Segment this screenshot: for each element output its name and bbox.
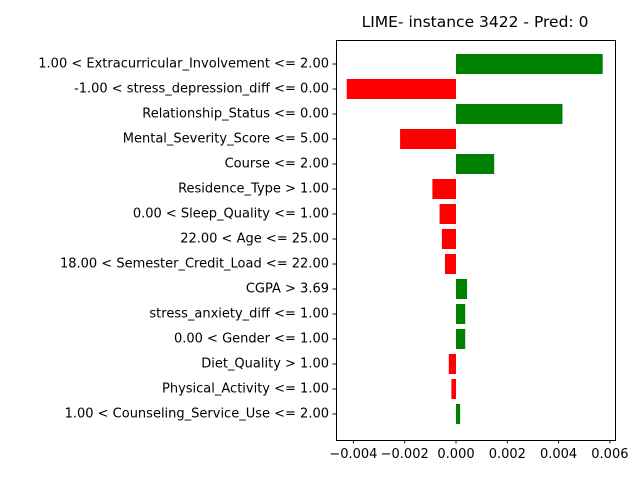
bar-9 [456,279,468,299]
bar-11 [456,329,466,349]
bar-0 [456,54,603,74]
y-tick-label-3: Mental_Severity_Score <= 5.00 [123,132,329,147]
y-tick-label-6: 0.00 < Sleep_Quality <= 1.00 [133,207,329,222]
x-tick-label-1: −0.002 [381,447,429,462]
x-tick-label-3: 0.002 [489,447,526,462]
y-tick-labels: 1.00 < Extracurricular_Involvement <= 2.… [38,57,336,422]
x-tick-label-2: 0.000 [437,447,474,462]
bar-10 [456,304,466,324]
y-tick-label-2: Relationship_Status <= 0.00 [142,107,329,122]
axes-frame [336,40,616,441]
bar-4 [456,154,495,174]
x-axis-ticks: −0.004 −0.002 0.000 0.002 0.004 0.006 [329,440,629,462]
bar-8 [444,254,456,274]
x-tick-label-0: −0.004 [329,447,377,462]
y-tick-label-4: Course <= 2.00 [225,157,329,172]
bar-1 [346,79,456,99]
y-tick-label-11: 0.00 < Gender <= 1.00 [174,332,329,347]
y-tick-label-5: Residence_Type > 1.00 [178,182,329,197]
y-tick-label-1: -1.00 < stress_depression_diff <= 0.00 [74,82,329,97]
bars-layer [346,54,603,424]
chart-title: LIME- instance 3422 - Pred: 0 [362,13,589,31]
bar-5 [432,179,456,199]
y-tick-label-9: CGPA > 3.69 [246,282,329,297]
y-tick-label-14: 1.00 < Counseling_Service_Use <= 2.00 [65,407,329,422]
bar-2 [456,104,563,124]
bar-12 [448,354,456,374]
bar-14 [456,404,461,424]
bar-7 [441,229,456,249]
y-tick-label-7: 22.00 < Age <= 25.00 [180,232,329,247]
bar-6 [439,204,456,224]
y-tick-label-8: 18.00 < Semester_Credit_Load <= 22.00 [60,257,329,272]
y-tick-label-10: stress_anxiety_diff <= 1.00 [149,307,329,322]
x-tick-label-4: 0.004 [540,447,577,462]
y-tick-label-0: 1.00 < Extracurricular_Involvement <= 2.… [38,57,329,72]
bar-3 [400,129,456,149]
y-tick-label-12: Diet_Quality > 1.00 [201,357,329,372]
x-tick-label-5: 0.006 [591,447,628,462]
bar-13 [451,379,456,399]
y-tick-label-13: Physical_Activity <= 1.00 [162,382,329,397]
